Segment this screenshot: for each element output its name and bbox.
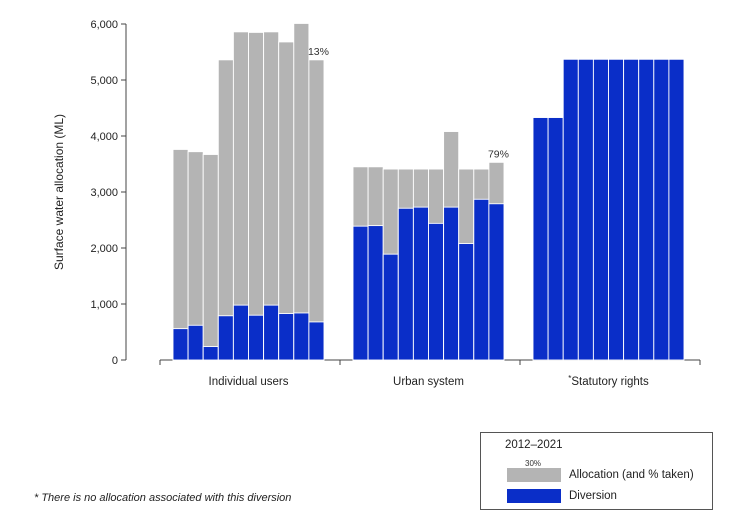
bar-diversion: [592, 58, 609, 361]
legend-swatch-diversion: [507, 489, 561, 503]
bar-diversion: [367, 225, 384, 361]
bar-diversion: [488, 203, 505, 361]
bar-diversion: [352, 225, 369, 361]
bar-allocation: [217, 59, 234, 361]
legend: 2012–2021 30% Allocation (and % taken) D…: [480, 432, 713, 510]
legend-pct-example: 30%: [525, 459, 542, 468]
legend-label-allocation: Allocation (and % taken): [569, 469, 694, 481]
bar-allocation: [308, 59, 325, 361]
y-tick-label: 3,000: [90, 187, 118, 199]
legend-label-diversion: Diversion: [569, 490, 617, 502]
bar-diversion: [623, 58, 640, 361]
bar-diversion: [202, 346, 219, 361]
y-tick-label: 5,000: [90, 75, 118, 87]
bar-diversion: [293, 312, 310, 361]
bar-diversion: [668, 58, 685, 361]
bar-diversion: [278, 313, 295, 361]
y-axis: 0 1,000 2,000 3,000 4,000 5,000 6,000: [90, 19, 127, 367]
bar-diversion: [532, 117, 549, 361]
bar-diversion: [308, 321, 325, 361]
bars: [172, 22, 685, 361]
category-label: Urban system: [393, 376, 464, 388]
bar-diversion: [473, 198, 490, 361]
bar-annotations: 13% 79%: [308, 46, 509, 160]
bar-diversion: [638, 58, 655, 361]
category-label: *Statutory rights: [568, 374, 649, 388]
bar-allocation: [293, 22, 310, 361]
y-axis-label: Surface water allocation (ML): [52, 114, 66, 270]
y-tick-label: 2,000: [90, 243, 118, 255]
bar-allocation: [278, 41, 295, 361]
legend-title: 2012–2021: [505, 439, 563, 451]
bar-diversion: [562, 58, 579, 361]
bar-diversion: [187, 324, 204, 361]
bar-diversion: [382, 253, 399, 361]
bar-allocation: [202, 154, 219, 361]
bar-allocation: [248, 31, 265, 361]
footnote: * There is no allocation associated with…: [34, 492, 292, 504]
bar-diversion: [172, 328, 189, 361]
legend-swatch-allocation: [507, 468, 561, 482]
bar-diversion: [577, 58, 594, 361]
bar-diversion: [428, 222, 445, 361]
bar-diversion: [443, 206, 460, 361]
category-label: Individual users: [209, 376, 289, 388]
bar-diversion: [217, 315, 234, 361]
bar-diversion: [458, 243, 475, 361]
bar-diversion: [653, 58, 670, 361]
y-tick-label: 1,000: [90, 299, 118, 311]
bar-diversion: [547, 117, 564, 361]
bar-diversion: [248, 314, 265, 361]
y-tick-label: 6,000: [90, 19, 118, 31]
x-axis: Individual users Urban system *Statutory r…: [159, 359, 701, 388]
bar-diversion: [232, 304, 249, 361]
y-tick-label: 4,000: [90, 131, 118, 143]
bar-diversion: [608, 58, 625, 361]
bar-diversion: [412, 206, 429, 361]
percent-taken-label: 13%: [308, 46, 329, 58]
y-tick-label: 0: [112, 355, 118, 367]
bar-diversion: [397, 207, 414, 361]
bar-diversion: [263, 304, 280, 361]
percent-taken-label: 79%: [488, 148, 509, 160]
